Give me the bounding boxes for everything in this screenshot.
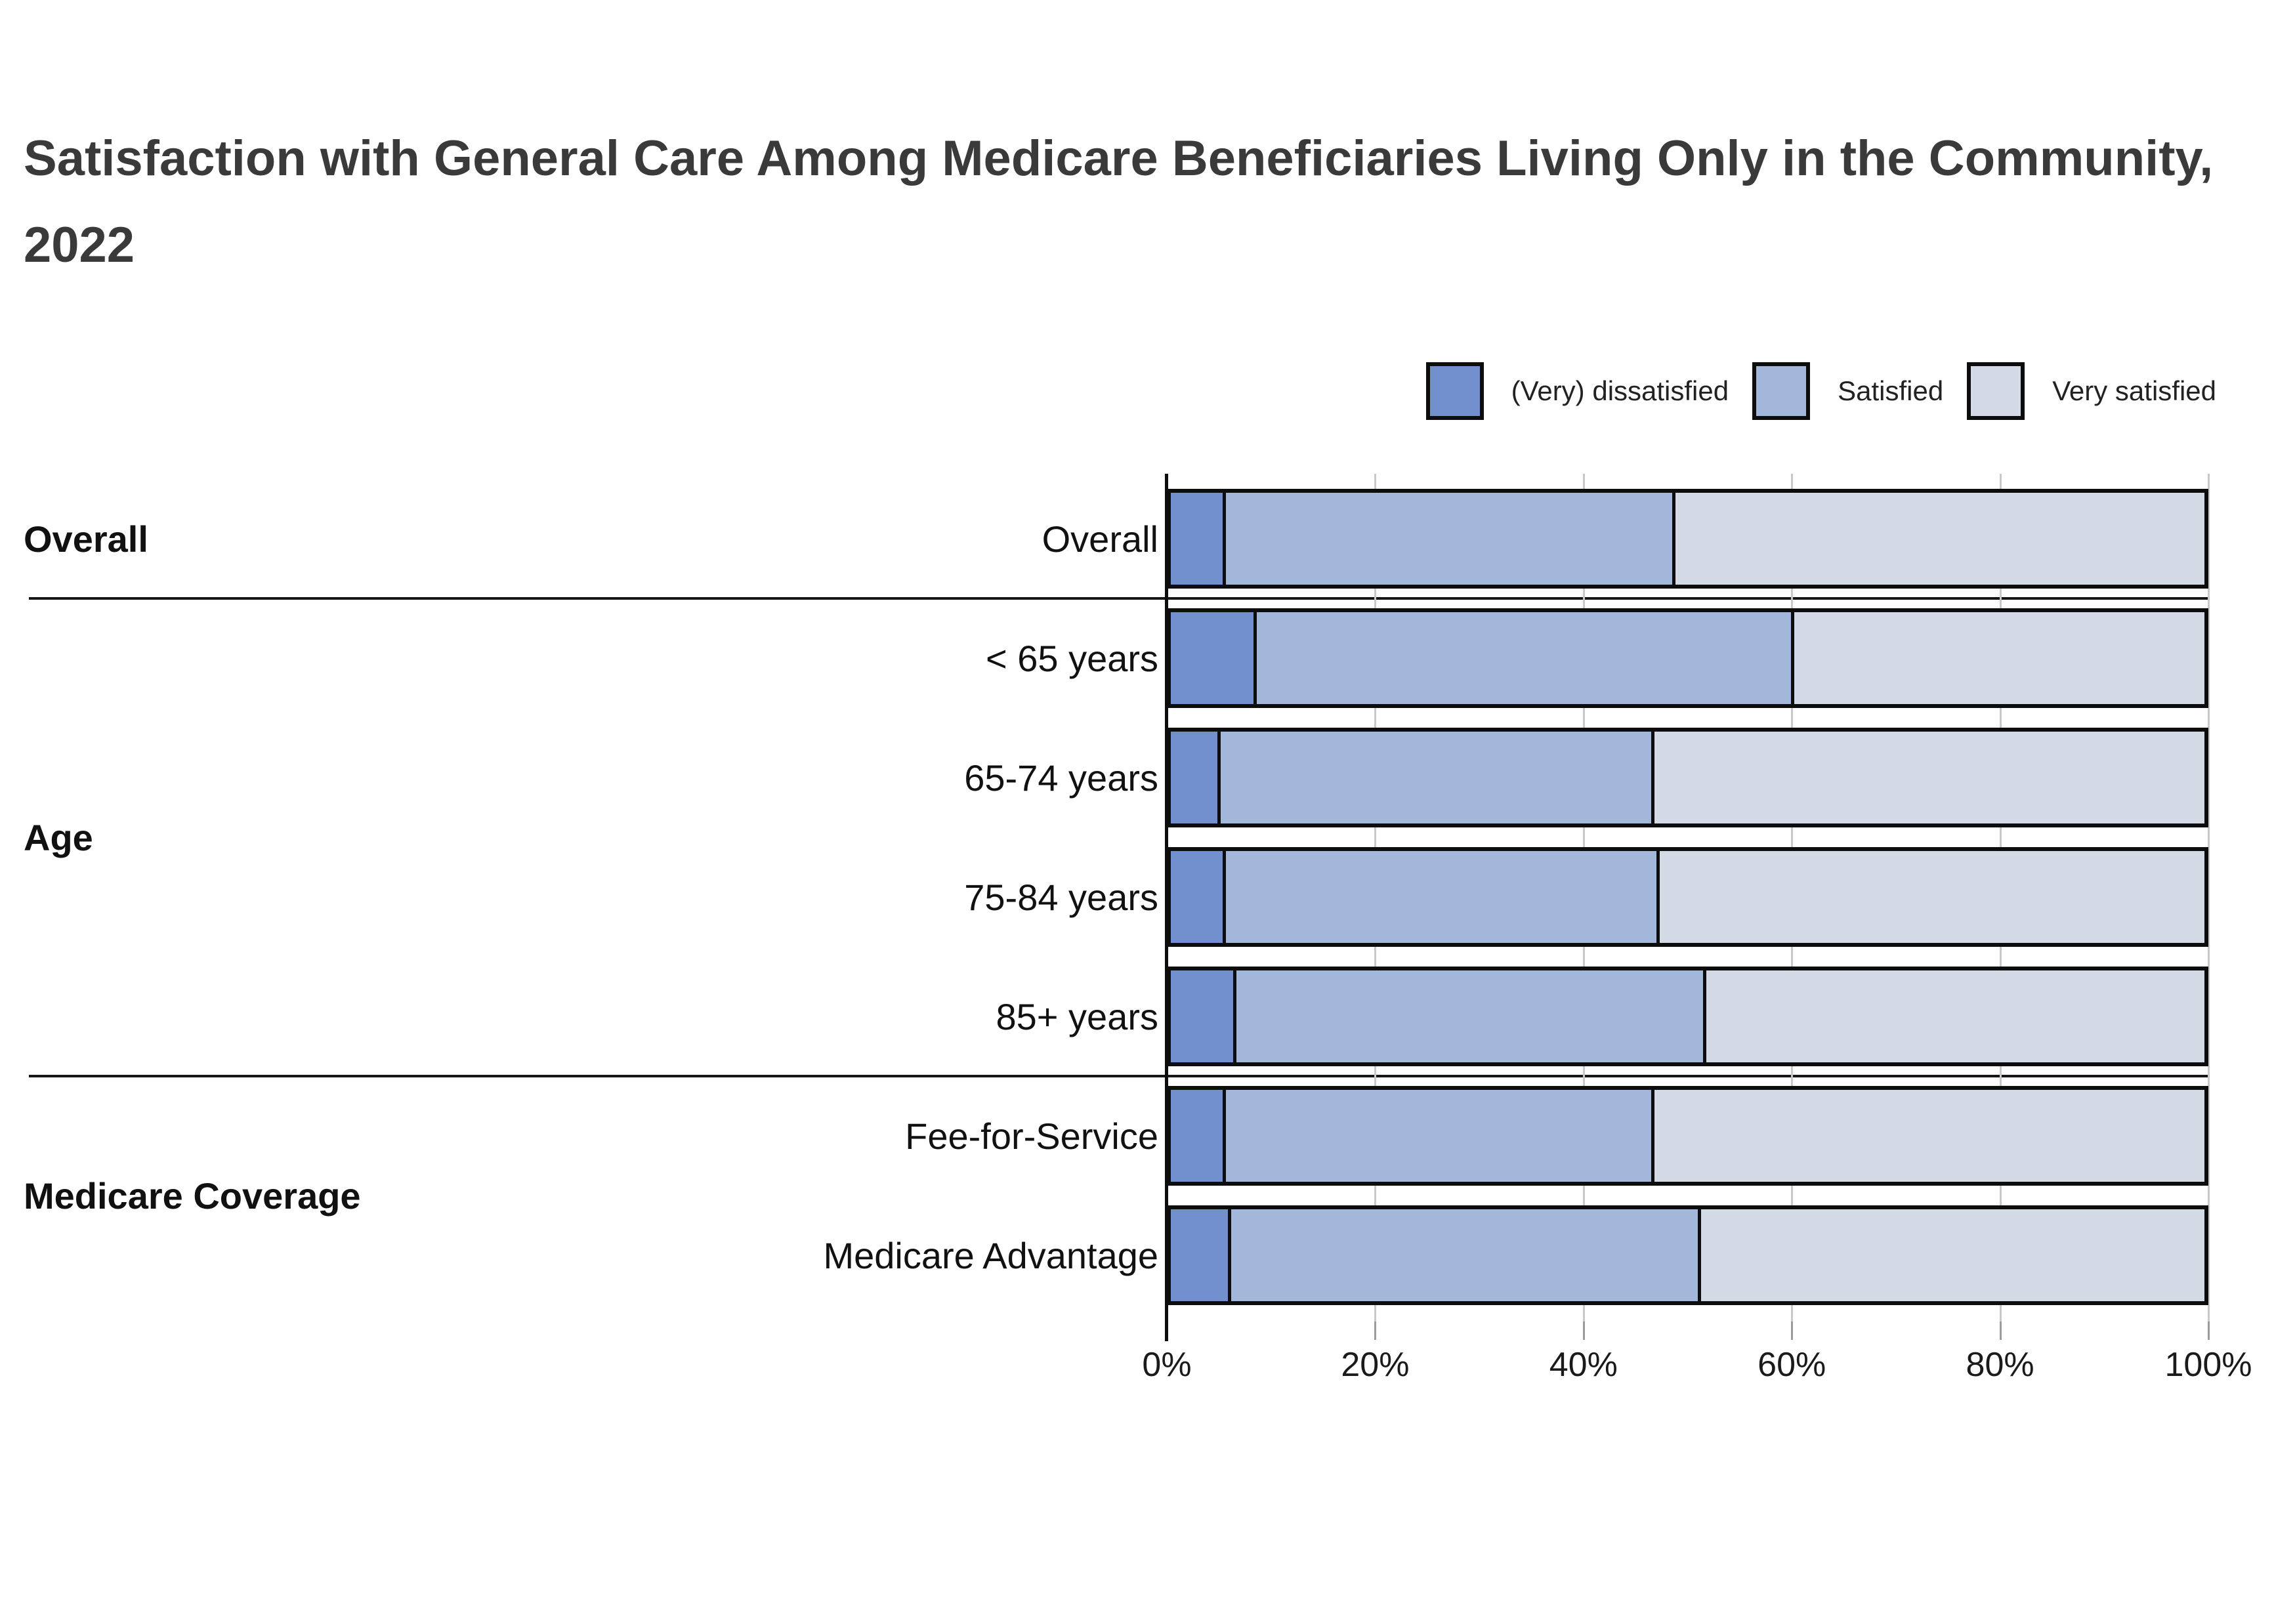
segment-satisfied: [1253, 612, 1791, 704]
segment--very-dissatisfied: [1171, 970, 1233, 1062]
x-tick-label: 100%: [2164, 1346, 2252, 1384]
group-label-age: Age: [24, 816, 93, 858]
segment--very-dissatisfied: [1171, 493, 1223, 585]
x-tickmark-60: [1791, 1322, 1794, 1340]
segment-very-satisfied: [1651, 732, 2204, 823]
segment--very-dissatisfied: [1171, 1090, 1223, 1182]
stacked-bar--65-years: [1167, 608, 2208, 708]
x-tick-label: 60%: [1758, 1346, 1826, 1384]
segment-very-satisfied: [1703, 970, 2204, 1062]
row-label: 75-84 years: [964, 876, 1158, 918]
legend-swatch-icon: [1967, 362, 2025, 420]
row-label: Overall: [1042, 518, 1158, 560]
x-tickmark-40: [1582, 1322, 1585, 1340]
x-tickmark-20: [1374, 1322, 1377, 1340]
segment--very-dissatisfied: [1171, 732, 1217, 823]
stacked-bar-85-years: [1167, 967, 2208, 1066]
x-tick-label: 20%: [1341, 1346, 1410, 1384]
segment--very-dissatisfied: [1171, 851, 1223, 943]
plot-area: [1165, 474, 2210, 1341]
segment-satisfied: [1222, 1090, 1652, 1182]
gridline-100: [2208, 474, 2210, 1322]
segment-very-satisfied: [1698, 1209, 2204, 1301]
segment-satisfied: [1227, 1209, 1698, 1301]
x-tick-label: 80%: [1966, 1346, 2034, 1384]
x-tick-label: 40%: [1549, 1346, 1618, 1384]
segment-satisfied: [1222, 851, 1657, 943]
y-axis-line: [1165, 474, 1168, 1341]
legend-label: (Very) dissatisfied: [1511, 375, 1729, 406]
legend-label: Satisfied: [1838, 375, 1944, 406]
chart-title: Satisfaction with General Care Among Med…: [24, 131, 2214, 273]
segment-satisfied: [1232, 970, 1704, 1062]
segment-satisfied: [1222, 493, 1672, 585]
x-tickmark-100: [2208, 1322, 2210, 1340]
group-label-overall: Overall: [24, 518, 148, 560]
legend-item: Satisfied: [1752, 362, 1943, 420]
row-label: Fee-for-Service: [905, 1115, 1158, 1157]
stacked-bar-75-84-years: [1167, 847, 2208, 947]
segment--very-dissatisfied: [1171, 1209, 1228, 1301]
x-tick-label: 0%: [1142, 1346, 1192, 1384]
row-label: 85+ years: [996, 995, 1159, 1037]
x-tickmark-80: [1999, 1322, 2002, 1340]
row-label: < 65 years: [985, 637, 1158, 679]
stacked-bar-medicare-advantage: [1167, 1205, 2208, 1305]
row-label: 65-74 years: [964, 757, 1158, 799]
segment-very-satisfied: [1656, 851, 2204, 943]
segment--very-dissatisfied: [1171, 612, 1253, 704]
legend-item: Very satisfied: [1967, 362, 2216, 420]
segment-very-satisfied: [1672, 493, 2204, 585]
legend: (Very) dissatisfied Satisfied Very satisfi…: [1425, 362, 2216, 420]
stacked-bar-65-74-years: [1167, 728, 2208, 827]
segment-very-satisfied: [1651, 1090, 2204, 1182]
segment-satisfied: [1217, 732, 1652, 823]
legend-swatch-icon: [1425, 362, 1484, 420]
section-divider: [29, 597, 2209, 600]
stacked-bar-fee-for-service: [1167, 1086, 2208, 1186]
legend-item: (Very) dissatisfied: [1425, 362, 1729, 420]
section-divider: [29, 1075, 2209, 1077]
stacked-bar-overall: [1167, 489, 2208, 589]
legend-label: Very satisfied: [2052, 375, 2216, 406]
segment-very-satisfied: [1791, 612, 2204, 704]
row-label: Medicare Advantage: [823, 1234, 1158, 1276]
legend-swatch-icon: [1752, 362, 1811, 420]
group-label-medicare-coverage: Medicare Coverage: [24, 1175, 361, 1217]
